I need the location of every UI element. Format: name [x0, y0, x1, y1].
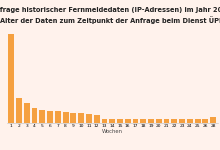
Bar — [86, 114, 92, 123]
Bar — [171, 119, 177, 123]
Bar — [202, 119, 208, 123]
Bar — [101, 118, 107, 123]
Bar — [125, 118, 131, 123]
Bar — [140, 119, 146, 123]
Bar — [47, 111, 53, 123]
Bar — [94, 115, 100, 123]
Bar — [16, 98, 22, 123]
X-axis label: Wochen: Wochen — [102, 129, 123, 134]
Bar — [179, 119, 185, 123]
Bar — [63, 112, 68, 123]
Bar — [70, 113, 76, 123]
Bar — [32, 108, 37, 123]
Bar — [148, 119, 154, 123]
Title: Abfrage historischer Fernmeldedaten (IP-Adressen) im Jahr 2012:
Alter der Daten : Abfrage historischer Fernmeldedaten (IP-… — [0, 8, 220, 24]
Bar — [109, 118, 115, 123]
Bar — [210, 117, 216, 123]
Bar — [117, 119, 123, 123]
Bar — [195, 119, 200, 123]
Bar — [55, 111, 61, 123]
Bar — [133, 119, 138, 123]
Bar — [187, 119, 193, 123]
Bar — [39, 110, 45, 123]
Bar — [8, 34, 14, 123]
Bar — [156, 119, 162, 123]
Bar — [24, 103, 30, 123]
Bar — [164, 119, 169, 123]
Bar — [78, 113, 84, 123]
